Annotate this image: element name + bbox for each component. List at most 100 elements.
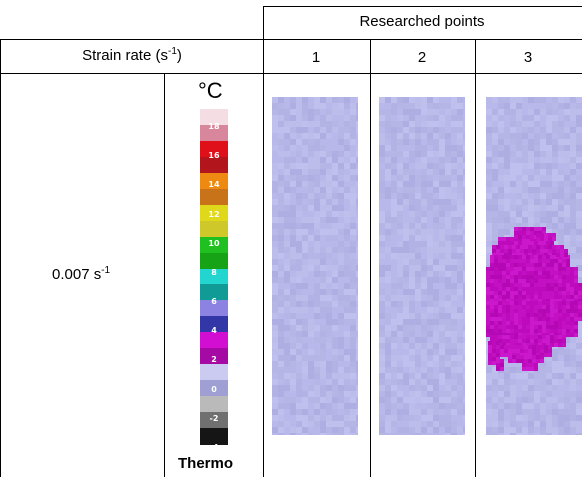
thermogram-pixel [278, 199, 284, 205]
thermogram-pixel [433, 145, 439, 151]
thermogram-pixel [445, 319, 451, 325]
thermogram-pixel [278, 223, 284, 229]
thermogram-pixel [564, 421, 570, 427]
thermogram-pixel [570, 205, 576, 211]
thermogram-pixel [284, 127, 290, 133]
thermogram-pixel [498, 421, 504, 427]
thermogram-pixel [272, 289, 278, 295]
thermogram-pixel [290, 253, 296, 259]
thermogram-pixel [397, 103, 403, 109]
thermogram-pixel [332, 133, 338, 139]
thermogram-pixel [314, 211, 320, 217]
hot-spot-pixel [504, 245, 508, 249]
thermogram-pixel [540, 373, 546, 379]
thermogram-pixel [528, 421, 534, 427]
thermogram-pixel [272, 247, 278, 253]
hot-spot-pixel [530, 367, 534, 371]
thermogram-pixel [552, 127, 558, 133]
thermogram-pixel [451, 175, 457, 181]
thermogram-pixel [397, 271, 403, 277]
thermogram-pixel [409, 259, 415, 265]
thermogram-pixel [391, 229, 397, 235]
hot-spot-pixel [510, 287, 514, 291]
hot-spot-pixel [490, 305, 494, 309]
hot-spot-pixel [510, 263, 514, 267]
thermogram-pixel [445, 415, 451, 421]
thermogram-pixel [510, 163, 516, 169]
thermogram-pixel [332, 427, 338, 433]
thermogram-pixel [296, 373, 302, 379]
thermogram-pixel [320, 337, 326, 343]
thermogram-pixel [272, 361, 278, 367]
thermogram-pixel [433, 139, 439, 145]
thermogram-pixel [391, 103, 397, 109]
thermogram-pixel [409, 217, 415, 223]
thermogram-pixel [284, 253, 290, 259]
thermogram-pixel [296, 307, 302, 313]
hot-spot-pixel [570, 295, 574, 299]
thermogram-pixel [528, 415, 534, 421]
hot-spot-pixel [566, 295, 570, 299]
thermogram-pixel [320, 325, 326, 331]
thermogram-pixel [421, 403, 427, 409]
thermogram-pixel [284, 295, 290, 301]
thermogram-pixel [439, 157, 445, 163]
thermogram-pixel [385, 415, 391, 421]
thermogram-pixel [385, 427, 391, 433]
hot-spot-pixel [562, 295, 566, 299]
thermogram-pixel [278, 103, 284, 109]
hot-spot-pixel [562, 309, 566, 313]
thermogram-pixel [558, 175, 564, 181]
thermogram-pixel [284, 145, 290, 151]
thermogram-pixel [385, 295, 391, 301]
thermogram-pixel [516, 163, 522, 169]
thermogram-pixel [528, 397, 534, 403]
thermogram-pixel [296, 289, 302, 295]
thermogram-pixel [314, 241, 320, 247]
hot-spot-pixel [488, 357, 492, 361]
thermogram-pixel [308, 139, 314, 145]
hot-spot-pixel [530, 295, 534, 299]
thermogram-pixel [397, 409, 403, 415]
thermogram-pixel [314, 199, 320, 205]
hot-spot-pixel [550, 259, 554, 263]
thermogram-pixel [498, 397, 504, 403]
hot-spot-pixel [570, 305, 574, 309]
hot-spot-pixel [534, 313, 538, 317]
thermogram-pixel [486, 337, 492, 343]
thermogram-pixel [439, 337, 445, 343]
thermogram-pixel [332, 229, 338, 235]
thermogram-pixel [409, 199, 415, 205]
thermogram-pixel [409, 415, 415, 421]
thermogram-pixel [338, 355, 344, 361]
hot-spot-pixel [510, 255, 514, 259]
hot-spot-pixel [506, 309, 510, 313]
thermogram-pixel [326, 313, 332, 319]
thermogram-pixel [350, 283, 356, 289]
thermogram-pixel [498, 403, 504, 409]
thermogram-pixel [290, 133, 296, 139]
thermogram-pixel [308, 367, 314, 373]
hot-spot-pixel [534, 325, 538, 329]
thermogram-pixel [278, 349, 284, 355]
thermogram-pixel [540, 421, 546, 427]
table-divider-scale [164, 73, 165, 477]
thermogram-pixel [564, 163, 570, 169]
thermogram-pixel [522, 115, 528, 121]
thermogram-pixel [492, 433, 498, 435]
thermogram-pixel [391, 253, 397, 259]
thermogram-pixel [385, 319, 391, 325]
thermogram-pixel [498, 409, 504, 415]
thermogram-pixel [576, 355, 582, 361]
thermogram-pixel [510, 391, 516, 397]
thermogram-pixel [344, 115, 350, 121]
thermogram-pixel [570, 355, 576, 361]
thermogram-pixel [284, 217, 290, 223]
thermogram-pixel [350, 397, 356, 403]
thermogram-pixel [415, 211, 421, 217]
thermogram-pixel [540, 151, 546, 157]
thermogram-pixel [564, 211, 570, 217]
thermogram-pixel [564, 433, 570, 435]
thermogram-pixel [445, 109, 451, 115]
hot-spot-pixel [530, 313, 534, 317]
